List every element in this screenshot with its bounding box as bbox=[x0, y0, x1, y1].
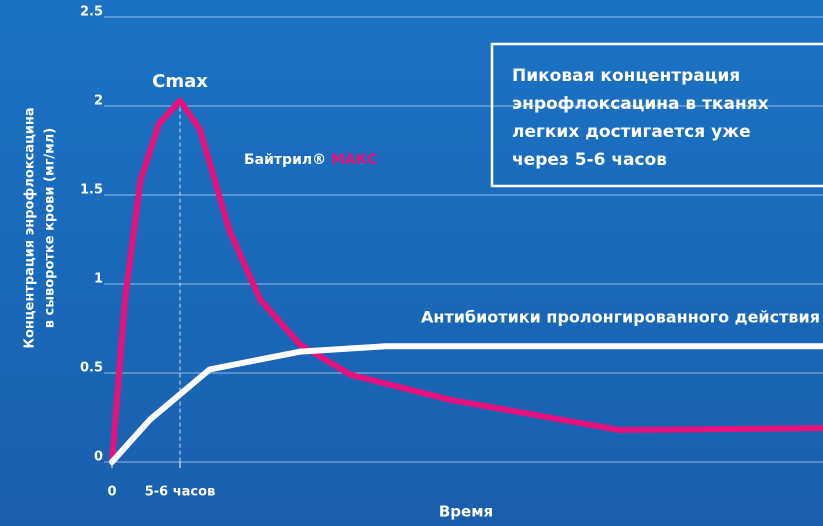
y-axis-label: Концентрация энрофлоксацина bbox=[23, 107, 38, 348]
y-tick-label: 1.5 bbox=[80, 183, 103, 198]
callout-line: легких достигается уже bbox=[512, 122, 751, 142]
series-label-part: Байтрил® bbox=[244, 152, 331, 168]
y-axis-label: в сыворотке крови (мг/мл) bbox=[43, 128, 58, 328]
callout-line: Пиковая концентрация bbox=[512, 66, 740, 86]
callout-line: энрофлоксацина в тканях bbox=[512, 94, 769, 114]
y-tick-label: 2 bbox=[94, 94, 103, 109]
callout-line: через 5-6 часов bbox=[512, 150, 667, 170]
series-line bbox=[109, 97, 823, 465]
x-axis-label: Время bbox=[439, 503, 493, 521]
series-label: Антибиотики пролонгированного действия bbox=[421, 308, 820, 327]
x-tick-label: 0 bbox=[107, 485, 116, 500]
series-label: Байтрил® МАКС bbox=[244, 152, 378, 168]
y-tick-label: 2.5 bbox=[80, 5, 103, 20]
cmax-label: Cmax bbox=[152, 71, 208, 92]
callout-box bbox=[490, 42, 823, 188]
y-tick-label: 0.5 bbox=[80, 361, 103, 376]
y-tick-label: 0 bbox=[94, 450, 103, 465]
x-tick-label: 5-6 часов bbox=[145, 485, 216, 500]
y-tick-label: 1 bbox=[94, 272, 103, 287]
series-label-part: МАКС bbox=[331, 152, 377, 168]
series-line bbox=[109, 343, 823, 465]
callout: Пиковая концентрация энрофлоксацина в тка… bbox=[512, 66, 769, 170]
